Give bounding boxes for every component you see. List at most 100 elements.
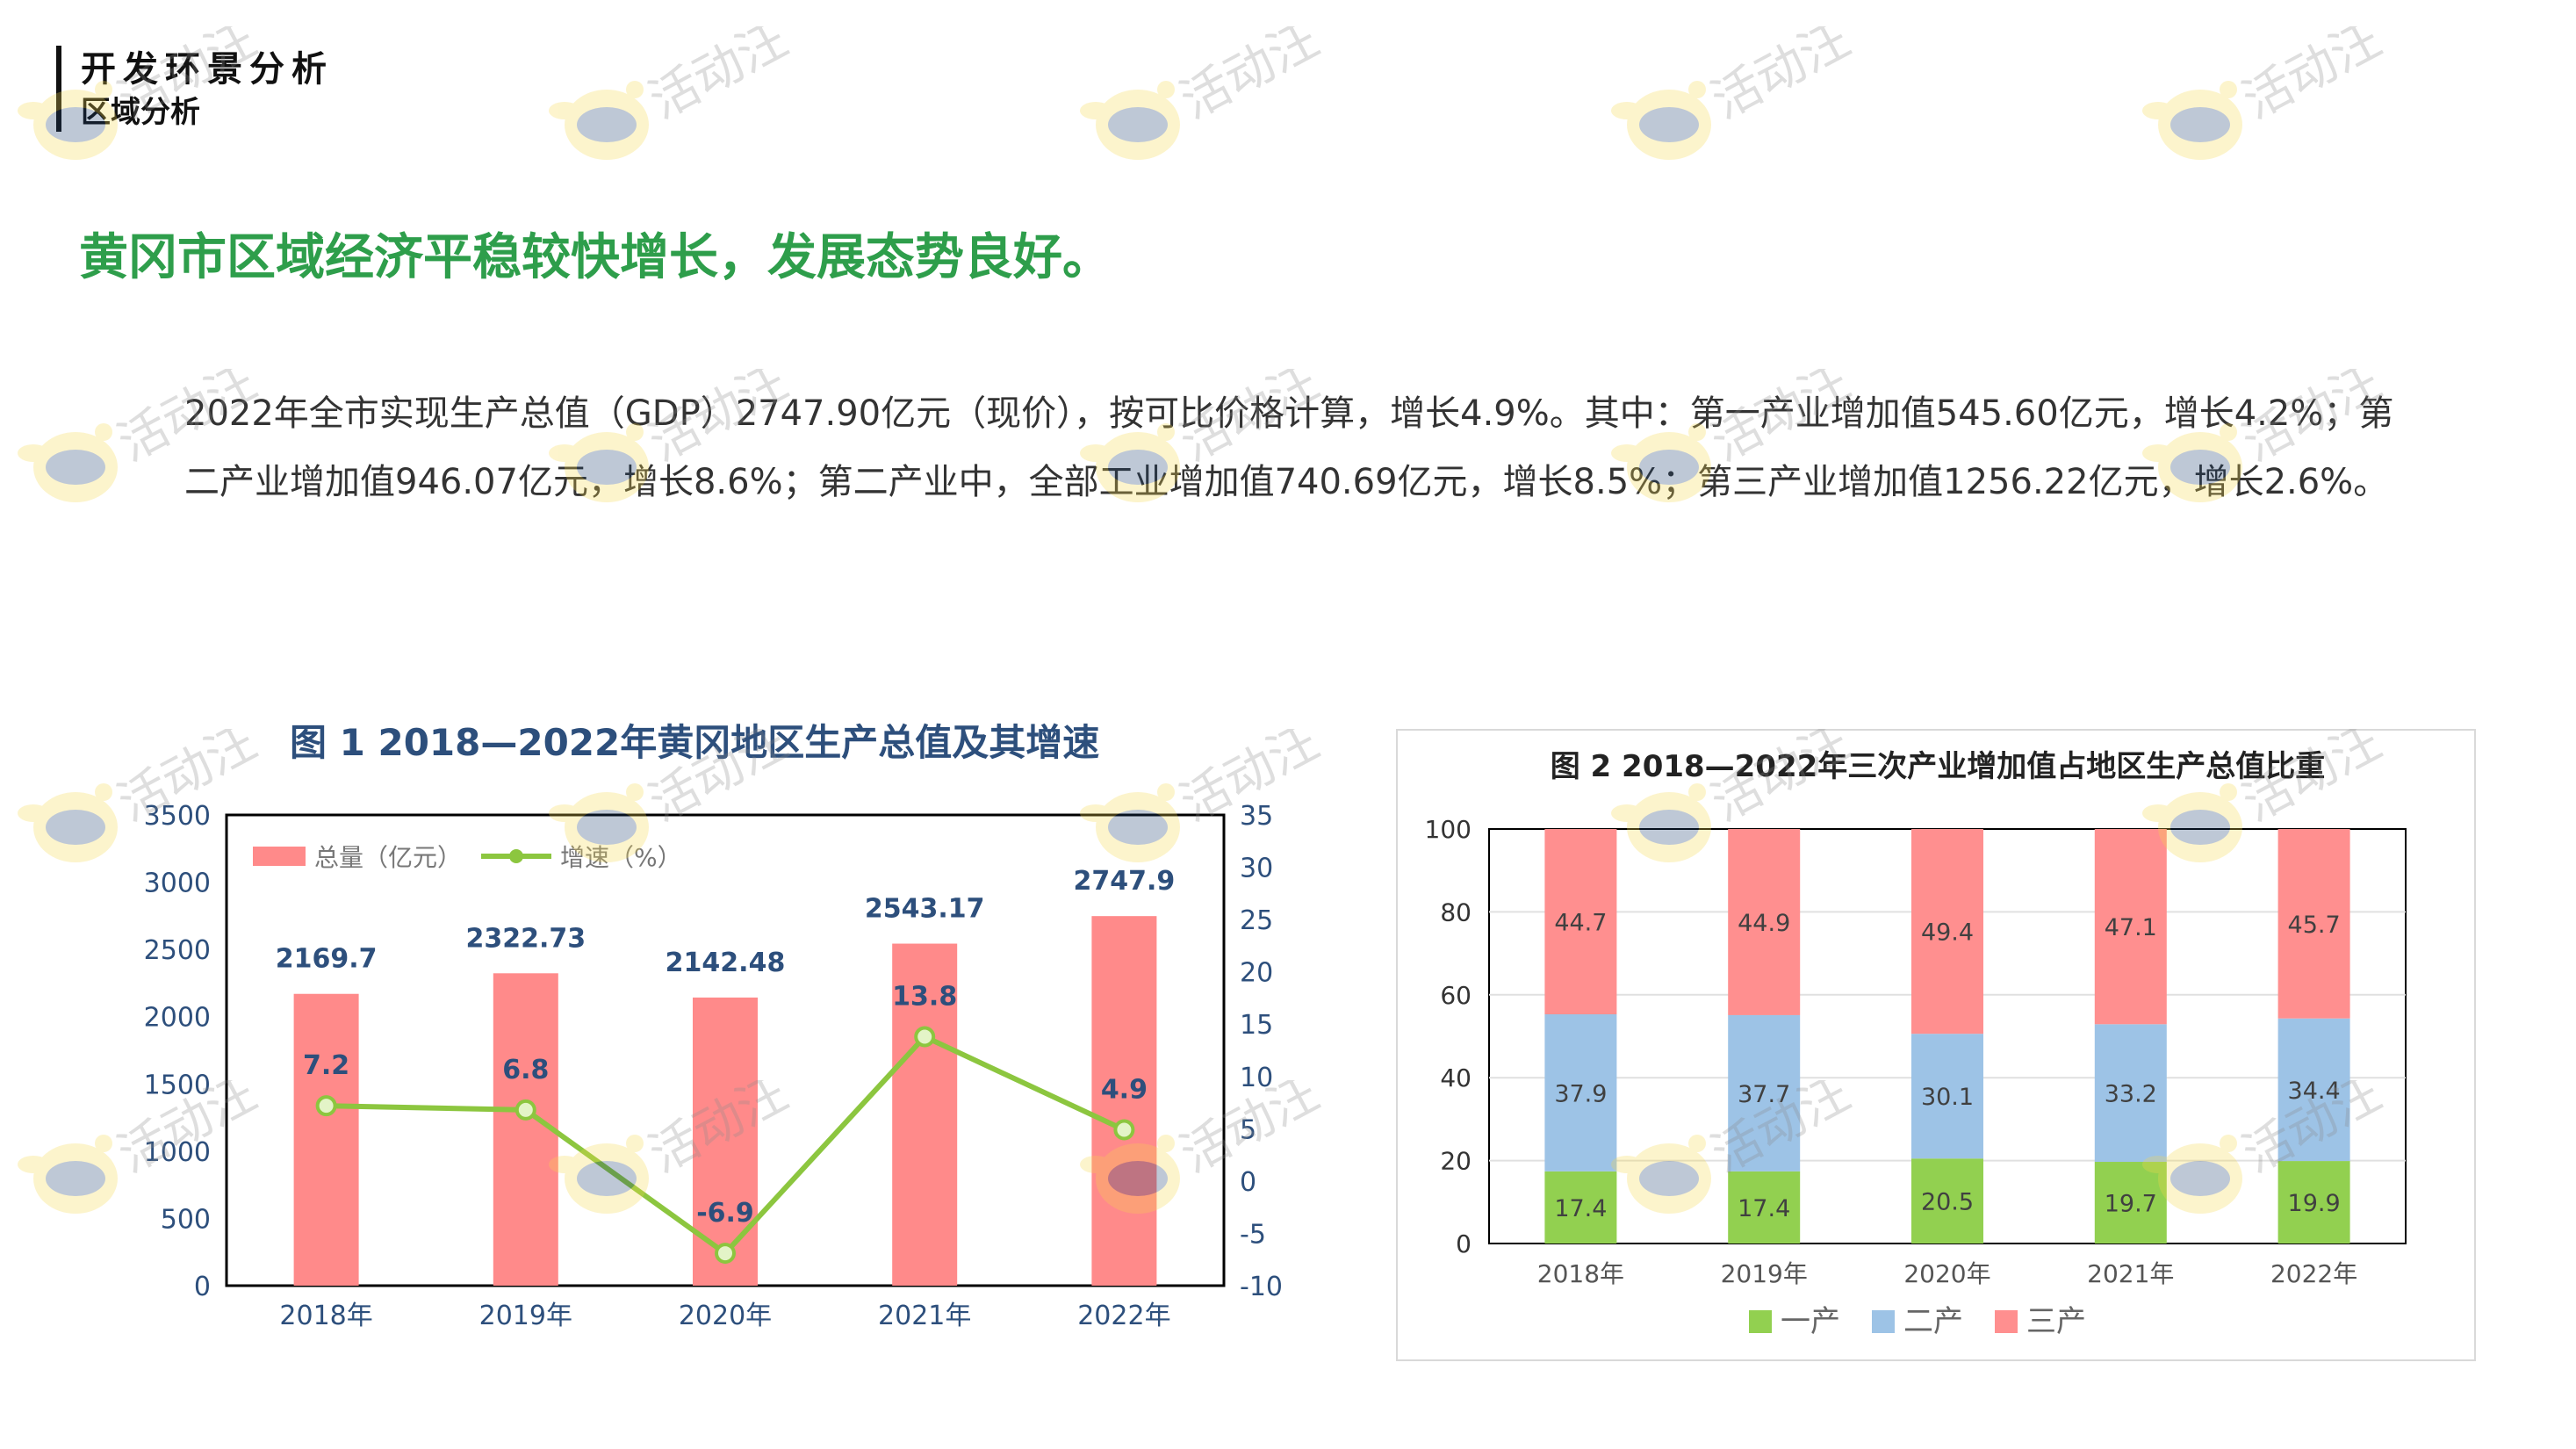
chart2-segment-label: 19.7 xyxy=(2105,1191,2157,1218)
section-subtitle: 区域分析 xyxy=(81,95,200,130)
legend-line-marker xyxy=(509,849,523,863)
chart2-segment-label: 37.7 xyxy=(1738,1081,1790,1108)
chart2-segment-label: 44.7 xyxy=(1554,909,1607,936)
chart1-y-tick: 2500 xyxy=(144,935,211,966)
chart1-growth-point xyxy=(715,1243,736,1265)
watermark-logo: 活动汪 xyxy=(1080,26,1328,160)
chart2-segment xyxy=(1911,1158,1983,1244)
chart1-bar xyxy=(892,943,958,1286)
chart2-y-tick: 20 xyxy=(1440,1147,1471,1176)
chart2-legend-swatch xyxy=(1995,1310,2018,1333)
chart2-segment xyxy=(2094,829,2167,1025)
watermark-logo: 活动汪 xyxy=(1611,26,1860,160)
chart1-bar-label: 2322.73 xyxy=(465,923,586,954)
chart2-segment xyxy=(1728,1014,1801,1171)
chart2-segment-label: 45.7 xyxy=(2288,912,2341,939)
chart2-x-tick: 2018年 xyxy=(1537,1259,1624,1288)
chart2-x-tick: 2021年 xyxy=(2087,1259,2174,1288)
chart1-x-tick: 2019年 xyxy=(479,1301,572,1331)
chart1-y2-tick: 10 xyxy=(1240,1063,1273,1093)
svg-text:活动汪: 活动汪 xyxy=(640,26,797,130)
chart1-bar-label: 2747.9 xyxy=(1074,866,1176,897)
industry-share-chart-frame: 图 2 2018—2022年三次产业增加值占地区生产总值比重 0 20 40 60 80… xyxy=(1396,729,2476,1361)
chart1-bar xyxy=(493,973,558,1286)
chart1-y2-tick: 25 xyxy=(1240,905,1273,936)
chart1-y-tick: 1000 xyxy=(144,1137,211,1168)
chart2-segment xyxy=(1544,829,1617,1014)
chart1-legend: 总量（亿元） 增速（%） xyxy=(253,843,682,872)
chart2-segment xyxy=(1728,829,1801,1015)
chart2-segment xyxy=(2277,1018,2350,1162)
chart1-y2-tick: -10 xyxy=(1240,1272,1283,1302)
legend-line-label: 增速（%） xyxy=(560,843,682,872)
chart2-segment-label: 34.4 xyxy=(2288,1078,2341,1105)
chart1-x-tick: 2021年 xyxy=(878,1301,971,1331)
chart2-segment xyxy=(2094,1024,2167,1163)
chart1-bar xyxy=(1091,916,1157,1286)
chart2-segment xyxy=(2277,829,2350,1019)
chart2-segment-label: 33.2 xyxy=(2105,1081,2157,1108)
chart1-y2-tick: 20 xyxy=(1240,958,1273,989)
chart2-segment-label: 49.4 xyxy=(1921,919,1974,947)
industry-share-chart: 0 20 40 60 80 100 17.4 37.9 44.7 2018年 17.4 37.7 44.… xyxy=(1425,815,2407,1339)
chart2-segment-label: 30.1 xyxy=(1921,1084,1974,1111)
chart1-growth-point xyxy=(514,1099,536,1121)
chart2-segment xyxy=(2277,1161,2350,1244)
watermark-logo: 活动汪 xyxy=(549,26,797,160)
chart1-growth-label: 7.2 xyxy=(303,1050,349,1081)
chart2-segment-label: 44.9 xyxy=(1738,910,1790,937)
chart2-y-tick: 60 xyxy=(1440,981,1471,1010)
chart2-x-tick: 2020年 xyxy=(1903,1259,1990,1288)
chart2-segment-label: 17.4 xyxy=(1738,1195,1790,1222)
chart2-legend: 一产 二产 三产 xyxy=(1749,1304,2086,1339)
chart2-segment xyxy=(1911,1034,1983,1159)
gdp-chart: 0 500 1000 1500 2000 2500 3000 3500 -10 -5 0 5 10 15 2… xyxy=(144,801,1283,1331)
chart1-bar xyxy=(693,997,758,1286)
svg-text:活动汪: 活动汪 xyxy=(1171,26,1328,130)
chart1-growth-label: 4.9 xyxy=(1101,1075,1148,1106)
chart1-y-tick: 3500 xyxy=(144,801,211,832)
chart2-segment-label: 17.4 xyxy=(1554,1195,1607,1222)
chart1-x-tick: 2020年 xyxy=(679,1301,772,1331)
chart2-y-tick: 80 xyxy=(1440,898,1471,926)
section-header: 开发环景分析 区域分析 xyxy=(56,46,334,132)
chart1-y2-tick: 30 xyxy=(1240,854,1273,884)
chart1-y2-tick: 15 xyxy=(1240,1010,1273,1041)
chart1-growth-point xyxy=(914,1026,936,1048)
chart1-bar-label: 2543.17 xyxy=(865,894,985,925)
chart1-growth-point xyxy=(315,1095,337,1117)
chart1-y-tick: 0 xyxy=(194,1272,211,1302)
chart1-y2-tick: -5 xyxy=(1240,1219,1266,1250)
chart2-legend-swatch xyxy=(1749,1310,1772,1333)
chart1-y2-tick: 35 xyxy=(1240,801,1273,832)
chart1-title: 图 1 2018—2022年黄冈地区生产总值及其增速 xyxy=(290,721,1100,764)
chart1-x-tick: 2022年 xyxy=(1077,1301,1170,1331)
chart1-bar-label: 2142.48 xyxy=(666,948,786,978)
chart1-y-tick: 2000 xyxy=(144,1003,211,1034)
chart2-x-tick: 2022年 xyxy=(2270,1259,2357,1288)
svg-text:活动汪: 活动汪 xyxy=(1702,26,1860,130)
chart1-y-tick: 500 xyxy=(161,1204,211,1235)
chart2-segment xyxy=(1911,829,1983,1034)
chart1-growth-label: 13.8 xyxy=(892,982,957,1013)
chart2-title: 图 2 2018—2022年三次产业增加值占地区生产总值比重 xyxy=(1550,749,2326,784)
gdp-paragraph: 2022年全市实现生产总值（GDP）2747.90亿元（现价），按可比价格计算，… xyxy=(184,393,2394,502)
headline: 黄冈市区域经济平稳较快增长，发展态势良好。 xyxy=(79,229,1112,286)
chart2-segment xyxy=(2094,1162,2167,1244)
chart1-growth-label: 6.8 xyxy=(502,1055,549,1085)
chart2-segment-label: 47.1 xyxy=(2105,914,2157,941)
legend-bar-label: 总量（亿元） xyxy=(314,843,462,872)
chart2-x-tick: 2019年 xyxy=(1721,1259,1808,1288)
chart1-y-tick: 1500 xyxy=(144,1070,211,1100)
chart2-segment-label: 19.9 xyxy=(2288,1190,2341,1217)
watermark-logo: 活动汪 xyxy=(2142,26,2391,160)
chart2-segment-label: 20.5 xyxy=(1921,1189,1974,1216)
svg-text:活动汪: 活动汪 xyxy=(2234,26,2391,130)
legend-bar-swatch xyxy=(253,847,306,866)
chart1-y-tick: 3000 xyxy=(144,869,211,899)
chart2-y-tick: 40 xyxy=(1440,1063,1471,1092)
chart1-growth-point xyxy=(1113,1119,1135,1141)
section-title: 开发环景分析 xyxy=(81,49,334,90)
chart1-bar-label: 2169.7 xyxy=(276,944,378,975)
chart2-y-tick: 100 xyxy=(1425,815,1471,844)
